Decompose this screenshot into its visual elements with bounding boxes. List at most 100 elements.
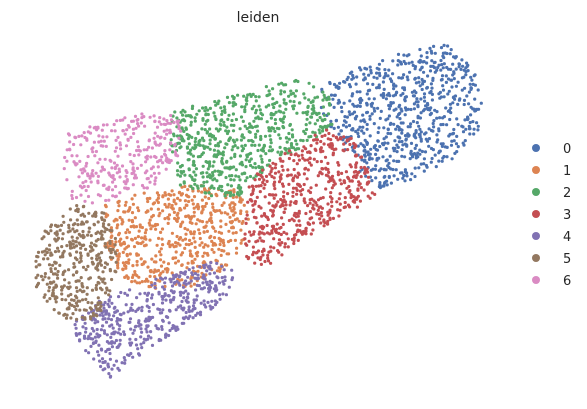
point xyxy=(83,321,87,325)
point xyxy=(368,152,372,156)
point xyxy=(383,68,387,72)
point xyxy=(190,135,194,139)
point xyxy=(118,141,122,145)
legend-label-3: 3 xyxy=(563,208,571,223)
point xyxy=(282,190,286,194)
point xyxy=(391,146,395,150)
point xyxy=(368,134,372,138)
point xyxy=(292,233,297,237)
point xyxy=(267,250,271,254)
point xyxy=(279,232,283,237)
point xyxy=(362,188,366,192)
point xyxy=(342,135,346,139)
point xyxy=(190,254,194,258)
point xyxy=(137,153,141,157)
point xyxy=(134,343,139,347)
point xyxy=(95,254,99,258)
point xyxy=(310,107,314,111)
point xyxy=(179,170,183,174)
point xyxy=(435,140,439,144)
point xyxy=(315,141,319,145)
point xyxy=(215,261,219,265)
point xyxy=(99,259,103,263)
point xyxy=(151,202,155,206)
point xyxy=(256,172,260,177)
point xyxy=(100,311,104,315)
point xyxy=(454,84,458,88)
point xyxy=(387,114,391,118)
point xyxy=(381,59,385,63)
point xyxy=(115,309,119,313)
point xyxy=(338,202,342,206)
point xyxy=(56,276,60,280)
point xyxy=(219,188,223,192)
point xyxy=(431,121,435,126)
point xyxy=(138,223,142,227)
point xyxy=(142,191,146,195)
point xyxy=(47,285,52,289)
point xyxy=(108,269,112,273)
point xyxy=(267,149,271,153)
point xyxy=(285,140,289,144)
point xyxy=(78,299,82,303)
point xyxy=(272,182,276,186)
point xyxy=(400,148,404,152)
point xyxy=(272,196,276,200)
point xyxy=(338,208,342,212)
point xyxy=(199,287,203,291)
point xyxy=(233,154,237,159)
point xyxy=(296,182,300,186)
point xyxy=(225,252,229,256)
point xyxy=(142,260,146,264)
point xyxy=(217,236,221,240)
point xyxy=(234,174,238,178)
point xyxy=(127,258,131,262)
point xyxy=(221,150,225,154)
point xyxy=(210,280,214,285)
point xyxy=(239,211,243,216)
point xyxy=(148,238,152,242)
point xyxy=(129,225,133,229)
point xyxy=(280,253,284,257)
point xyxy=(81,205,85,209)
point xyxy=(339,105,344,109)
point xyxy=(375,157,379,161)
point xyxy=(52,286,56,290)
point xyxy=(468,127,472,131)
point xyxy=(391,59,395,63)
point xyxy=(295,223,299,227)
point xyxy=(86,184,90,189)
point xyxy=(312,85,316,89)
point xyxy=(411,155,415,159)
point xyxy=(382,137,386,141)
point xyxy=(223,275,227,279)
point xyxy=(164,193,168,197)
point xyxy=(446,44,450,48)
point xyxy=(109,226,113,230)
point xyxy=(147,315,151,319)
point xyxy=(174,241,178,245)
point xyxy=(157,337,161,342)
point xyxy=(367,73,371,77)
point xyxy=(398,127,402,131)
point xyxy=(435,116,439,120)
point xyxy=(161,285,165,289)
legend-marker-1 xyxy=(532,166,540,174)
point xyxy=(94,149,98,154)
point xyxy=(45,230,49,234)
point xyxy=(244,165,248,169)
point xyxy=(123,132,127,136)
point xyxy=(299,138,303,142)
point xyxy=(368,196,372,200)
point xyxy=(393,139,397,143)
point xyxy=(406,134,410,138)
point xyxy=(62,220,66,224)
point xyxy=(323,96,327,100)
point xyxy=(240,144,244,148)
point xyxy=(222,282,226,286)
point xyxy=(476,124,480,128)
point xyxy=(138,281,142,285)
point xyxy=(155,243,159,247)
point xyxy=(201,151,205,155)
point xyxy=(84,326,88,331)
